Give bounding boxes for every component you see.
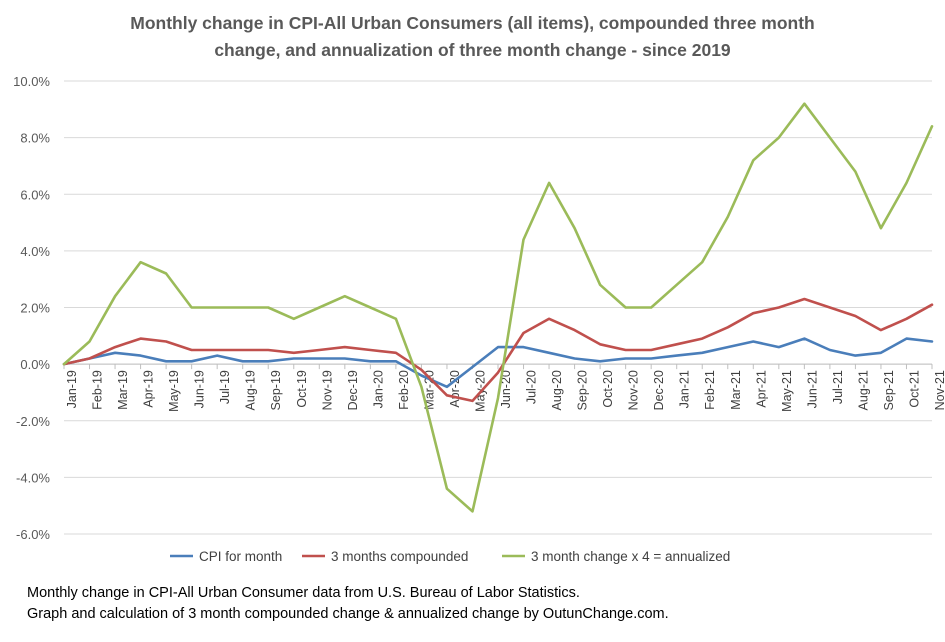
y-tick-label: 2.0%: [20, 301, 50, 316]
grid-lines: [64, 80, 932, 535]
x-tick-label: Nov-20: [627, 370, 641, 410]
x-tick-label: Jan-20: [371, 370, 385, 408]
x-tick-label: Jan-21: [678, 370, 692, 408]
chart-title: Monthly change in CPI-All Urban Consumer…: [0, 10, 945, 64]
y-tick-label: 8.0%: [20, 131, 50, 146]
x-tick-label: Jun-21: [805, 370, 819, 408]
legend: CPI for month 3 months compounded 3 month …: [170, 549, 730, 564]
x-tick-label: Apr-21: [754, 370, 768, 408]
x-tick-label: Aug-21: [856, 370, 870, 410]
chart-title-line-2: change, and annualization of three month…: [214, 40, 731, 60]
x-tick-label: May-19: [167, 370, 181, 412]
chart-title-line-1: Monthly change in CPI-All Urban Consumer…: [130, 13, 815, 33]
footnote-line-1: Monthly change in CPI-All Urban Consumer…: [27, 585, 580, 601]
x-tick-label: Oct-19: [295, 370, 309, 408]
x-tick-label: Jun-19: [193, 370, 207, 408]
x-tick-label: Mar-19: [116, 370, 130, 410]
x-tick-label: Feb-21: [703, 370, 717, 410]
series-line-2: [62, 297, 934, 403]
x-tick-label: Sep-19: [269, 370, 283, 410]
footnote: Monthly change in CPI-All Urban Consumer…: [27, 583, 669, 625]
x-tick-label: Sep-20: [576, 370, 590, 410]
x-tick-label: Oct-21: [907, 370, 921, 408]
x-tick-label: Feb-19: [91, 370, 105, 410]
x-tick-label: Feb-20: [397, 370, 411, 410]
y-axis: -6.0% -4.0% -2.0% 0.0% 2.0% 4.0% 6.0% 8.0% 10.0%: [13, 74, 50, 542]
legend-label-3: 3 month change x 4 = annualized: [531, 549, 730, 564]
x-tick-label: Jul-21: [831, 370, 845, 404]
x-tick-label: Mar-21: [729, 370, 743, 410]
y-tick-label: -4.0%: [16, 470, 50, 485]
x-tick-label: Aug-20: [550, 370, 564, 410]
series-lines: [62, 102, 934, 513]
y-tick-label: 4.0%: [20, 244, 50, 259]
x-tick-label: Jul-19: [218, 370, 232, 404]
y-tick-label: 6.0%: [20, 187, 50, 202]
x-tick-label: Dec-20: [652, 370, 666, 410]
y-tick-label: -2.0%: [16, 414, 50, 429]
y-tick-label: -6.0%: [16, 527, 50, 542]
y-tick-label: 0.0%: [20, 357, 50, 372]
x-tick-label: May-21: [780, 370, 794, 412]
x-tick-label: Sep-21: [882, 370, 896, 410]
footnote-line-2: Graph and calculation of 3 month compoun…: [27, 606, 669, 622]
legend-label-2: 3 months compounded: [331, 549, 468, 564]
legend-label-1: CPI for month: [199, 549, 282, 564]
x-tick-label: Jan-19: [65, 370, 79, 408]
x-tick-label: Oct-20: [601, 370, 615, 408]
x-tick-label: Jun-20: [499, 370, 513, 408]
x-axis: [63, 363, 933, 370]
series-line-3: [62, 102, 934, 513]
x-tick-label: Apr-19: [142, 370, 156, 408]
x-tick-label: Nov-19: [320, 370, 334, 410]
x-tick-label: Aug-19: [244, 370, 258, 410]
x-tick-label: Nov-21: [933, 370, 945, 410]
series-line-1: [62, 337, 934, 389]
y-tick-label: 10.0%: [13, 74, 50, 89]
x-tick-label: Dec-19: [346, 370, 360, 410]
x-axis-labels: Jan-19 Feb-19 Mar-19 Apr-19 May-19 Jun-19 Jul-…: [65, 370, 945, 412]
x-tick-label: Jul-20: [525, 370, 539, 404]
